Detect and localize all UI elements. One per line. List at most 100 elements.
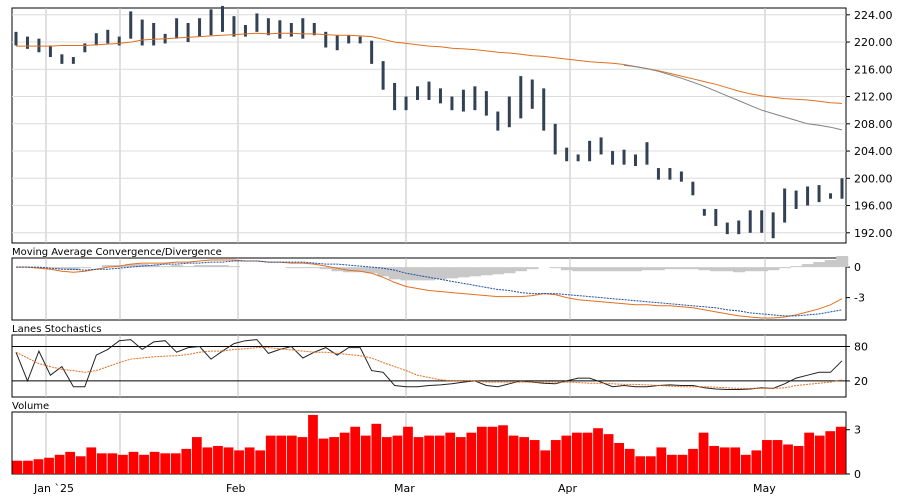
volume-bar [33, 459, 44, 474]
volume-bar [297, 437, 308, 474]
macd-histogram-bar [767, 267, 780, 271]
y-tick-label: 224.00 [854, 9, 893, 22]
macd-histogram-bar [159, 266, 172, 268]
macd-histogram-bar [549, 267, 562, 269]
macd-histogram-bar [377, 267, 390, 277]
volume-bar [825, 431, 836, 474]
macd-histogram-bar [744, 267, 757, 272]
volume-bar [550, 440, 561, 474]
volume-bar [255, 450, 266, 474]
macd-histogram-bar [423, 267, 436, 281]
macd-histogram-bar [182, 266, 195, 268]
volume-bar [730, 447, 741, 474]
macd-histogram-bar [583, 267, 596, 272]
macd-histogram-bar [801, 264, 814, 268]
macd-histogram-bar [354, 267, 367, 273]
volume-bar [772, 440, 783, 474]
volume-bar [466, 432, 477, 474]
volume-bar [86, 447, 97, 474]
volume-bar [614, 443, 625, 474]
x-tick-label: Feb [226, 482, 245, 495]
macd-histogram-bar [434, 267, 447, 280]
volume-bar [381, 437, 392, 474]
volume-bar [44, 457, 54, 474]
y-tick-label: 3 [854, 424, 861, 437]
macd-histogram-bar [147, 265, 160, 268]
stochastic-line [15, 339, 843, 390]
moving-average-line [16, 32, 843, 104]
stochastics-panel-title: Lanes Stochastics [12, 324, 102, 335]
volume-bar [128, 451, 139, 474]
volume-bar [667, 454, 677, 474]
y-tick-label: 220.00 [854, 36, 893, 49]
panel-frame [11, 7, 847, 244]
macd-histogram-bar [308, 267, 321, 269]
macd-histogram-bar [102, 265, 115, 268]
volume-bar [793, 445, 804, 474]
macd-histogram-bar [675, 267, 688, 270]
volume-bar [202, 447, 213, 474]
x-tick-label: Mar [394, 482, 415, 495]
panel-frame [11, 334, 847, 398]
chart-marks [12, 5, 849, 474]
macd-histogram-bar [411, 267, 424, 281]
y-tick-label: 20 [854, 375, 868, 388]
axis-labels: 224.00 220.00 216.00 212.00 208.00 204.00 200.… [33, 9, 893, 495]
macd-histogram-bar [67, 267, 80, 271]
macd-histogram-bar [790, 266, 803, 268]
macd-histogram-bar [687, 267, 700, 270]
volume-bar [403, 426, 413, 474]
volume-bar [75, 456, 86, 474]
volume-bar [265, 435, 276, 474]
volume-bar [160, 453, 171, 474]
volume-bar [783, 444, 793, 474]
volume-bar [23, 460, 33, 474]
volume-bar [804, 432, 815, 474]
volume-bar [318, 438, 329, 474]
macd-histogram-bar [515, 267, 528, 272]
macd-histogram-bar [652, 267, 665, 271]
volume-bar [213, 445, 223, 474]
volume-bar [445, 432, 456, 474]
macd-histogram-bar [572, 267, 585, 272]
macd-histogram-bar [733, 267, 745, 273]
macd-histogram-bar [618, 267, 631, 272]
macd-histogram-bar [342, 267, 355, 273]
y-tick-label: 200.00 [854, 172, 893, 185]
volume-bar [223, 447, 234, 474]
volume-bar [96, 453, 107, 474]
volume-bar [624, 448, 635, 474]
volume-bar [719, 447, 730, 474]
moving-average-line [623, 64, 843, 131]
macd-histogram-bar [193, 265, 206, 268]
x-tick-label: Apr [558, 482, 578, 495]
y-tick-label: 0 [854, 261, 861, 274]
volume-bar [339, 432, 350, 474]
macd-histogram-bar [480, 267, 493, 276]
volume-bar [603, 434, 614, 474]
volume-bar [677, 454, 688, 474]
volume-bar [350, 426, 361, 474]
macd-histogram-bar [492, 267, 505, 275]
volume-bar [424, 435, 434, 474]
y-tick-label: 212.00 [854, 91, 893, 104]
volume-bar [286, 435, 297, 474]
y-tick-label: 0 [854, 468, 861, 481]
volume-bar [181, 448, 192, 474]
volume-bar [561, 435, 572, 474]
macd-histogram-bar [124, 264, 137, 268]
volume-bar [762, 440, 772, 474]
volume-bar [371, 423, 382, 474]
volume-bar [698, 432, 709, 474]
macd-histogram-bar [641, 267, 654, 271]
macd-histogram-bar [836, 255, 849, 268]
macd-histogram-bar [721, 267, 734, 272]
volume-panel-title: Volume [12, 401, 49, 412]
volume-bar [498, 425, 508, 474]
macd-histogram-bar [503, 267, 516, 274]
volume-bar [434, 435, 445, 474]
macd-histogram-bar [664, 267, 677, 270]
macd-histogram-bar [79, 267, 92, 269]
x-tick-label: May [753, 482, 776, 495]
